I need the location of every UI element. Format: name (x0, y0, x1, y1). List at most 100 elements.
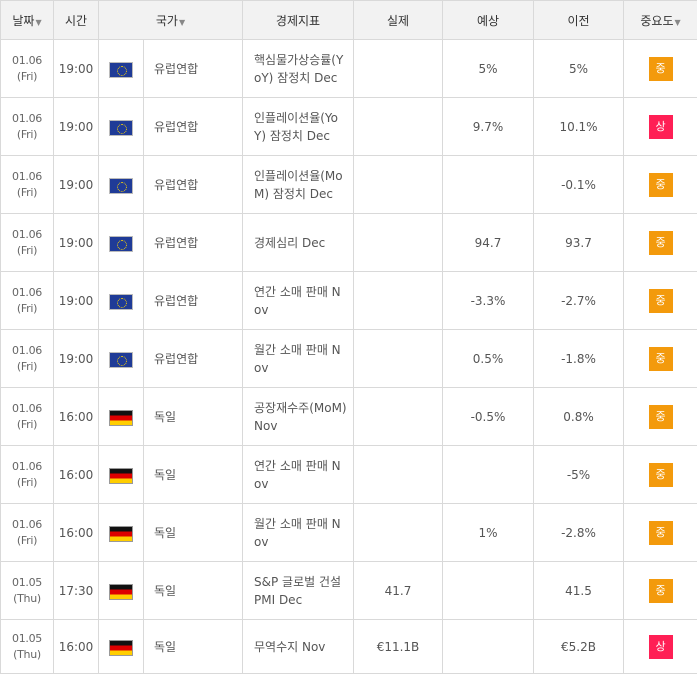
header-time: 시간 (54, 1, 99, 40)
header-actual: 실제 (354, 1, 443, 40)
date-cell: 01.06(Fri) (1, 272, 54, 330)
indicator-cell[interactable]: 핵심물가상승률(YoY) 잠정치 Dec (243, 40, 354, 98)
indicator-cell[interactable]: 월간 소매 판매 Nov (243, 330, 354, 388)
eu-flag-icon (109, 120, 133, 136)
date-text: 01.06 (1, 401, 53, 417)
sort-arrow-icon: ▼ (179, 18, 185, 27)
importance-cell: 중 (624, 330, 697, 388)
previous-cell: €5.2B (534, 620, 624, 674)
header-importance-label: 중요도 (640, 14, 673, 28)
germany-flag-icon (109, 468, 133, 484)
previous-cell: 10.1% (534, 98, 624, 156)
flag-cell (99, 98, 144, 156)
importance-badge: 상 (649, 115, 673, 139)
forecast-cell (443, 620, 534, 674)
table-row: 01.05(Thu) 16:00 독일 무역수지 Nov €11.1B €5.2… (1, 620, 697, 674)
actual-cell (354, 504, 443, 562)
actual-cell (354, 446, 443, 504)
table-row: 01.05(Thu) 17:30 독일 S&P 글로벌 건설 PMI Dec 4… (1, 562, 697, 620)
day-text: (Fri) (1, 69, 53, 85)
indicator-cell[interactable]: 공장재수주(MoM) Nov (243, 388, 354, 446)
flag-cell (99, 504, 144, 562)
time-cell: 19:00 (54, 98, 99, 156)
indicator-cell[interactable]: 월간 소매 판매 Nov (243, 504, 354, 562)
eu-flag-icon (109, 352, 133, 368)
previous-cell: 93.7 (534, 214, 624, 272)
table-row: 01.06(Fri) 19:00 유럽연합 연간 소매 판매 Nov -3.3%… (1, 272, 697, 330)
day-text: (Fri) (1, 417, 53, 433)
time-cell: 16:00 (54, 388, 99, 446)
importance-badge: 상 (649, 635, 673, 659)
importance-cell: 상 (624, 620, 697, 674)
time-cell: 19:00 (54, 330, 99, 388)
header-country[interactable]: 국가▼ (99, 1, 243, 40)
eu-flag-icon (109, 294, 133, 310)
country-cell: 유럽연합 (144, 272, 243, 330)
actual-cell (354, 214, 443, 272)
flag-cell (99, 156, 144, 214)
date-text: 01.06 (1, 459, 53, 475)
day-text: (Fri) (1, 127, 53, 143)
date-text: 01.06 (1, 343, 53, 359)
germany-flag-icon (109, 584, 133, 600)
day-text: (Fri) (1, 475, 53, 491)
actual-cell (354, 388, 443, 446)
country-cell: 독일 (144, 446, 243, 504)
forecast-cell: -3.3% (443, 272, 534, 330)
indicator-cell[interactable]: 연간 소매 판매 Nov (243, 272, 354, 330)
table-row: 01.06(Fri) 19:00 유럽연합 핵심물가상승률(YoY) 잠정치 D… (1, 40, 697, 98)
date-text: 01.06 (1, 285, 53, 301)
table-row: 01.06(Fri) 19:00 유럽연합 경제심리 Dec 94.7 93.7… (1, 214, 697, 272)
date-cell: 01.05(Thu) (1, 620, 54, 674)
flag-cell (99, 214, 144, 272)
header-importance[interactable]: 중요도▼ (624, 1, 697, 40)
previous-cell: -2.7% (534, 272, 624, 330)
indicator-cell[interactable]: S&P 글로벌 건설 PMI Dec (243, 562, 354, 620)
header-time-label: 시간 (65, 14, 87, 28)
flag-cell (99, 40, 144, 98)
indicator-cell[interactable]: 경제심리 Dec (243, 214, 354, 272)
indicator-cell[interactable]: 인플레이션율(MoM) 잠정치 Dec (243, 156, 354, 214)
date-cell: 01.06(Fri) (1, 40, 54, 98)
importance-cell: 중 (624, 156, 697, 214)
actual-cell (354, 156, 443, 214)
importance-badge: 중 (649, 521, 673, 545)
table-body: 01.06(Fri) 19:00 유럽연합 핵심물가상승률(YoY) 잠정치 D… (1, 40, 697, 674)
table-row: 01.06(Fri) 16:00 독일 연간 소매 판매 Nov -5% 중 (1, 446, 697, 504)
importance-badge: 중 (649, 231, 673, 255)
header-previous-label: 이전 (567, 14, 589, 28)
forecast-cell (443, 156, 534, 214)
previous-cell: -1.8% (534, 330, 624, 388)
previous-cell: 0.8% (534, 388, 624, 446)
eu-flag-icon (109, 62, 133, 78)
importance-badge: 중 (649, 173, 673, 197)
time-cell: 16:00 (54, 620, 99, 674)
germany-flag-icon (109, 526, 133, 542)
header-date-label: 날짜 (12, 14, 34, 28)
table-header-row: 날짜▼ 시간 국가▼ 경제지표 실제 예상 이전 중요도▼ (1, 1, 697, 40)
time-cell: 17:30 (54, 562, 99, 620)
previous-cell: -2.8% (534, 504, 624, 562)
table-row: 01.06(Fri) 19:00 유럽연합 월간 소매 판매 Nov 0.5% … (1, 330, 697, 388)
header-date[interactable]: 날짜▼ (1, 1, 54, 40)
day-text: (Fri) (1, 243, 53, 259)
importance-cell: 중 (624, 388, 697, 446)
indicator-cell[interactable]: 연간 소매 판매 Nov (243, 446, 354, 504)
header-indicator: 경제지표 (243, 1, 354, 40)
time-cell: 19:00 (54, 156, 99, 214)
indicator-cell[interactable]: 무역수지 Nov (243, 620, 354, 674)
header-previous: 이전 (534, 1, 624, 40)
flag-cell (99, 272, 144, 330)
eu-flag-icon (109, 236, 133, 252)
sort-arrow-icon: ▼ (35, 18, 41, 27)
table-row: 01.06(Fri) 16:00 독일 공장재수주(MoM) Nov -0.5%… (1, 388, 697, 446)
previous-cell: -0.1% (534, 156, 624, 214)
day-text: (Thu) (1, 647, 53, 663)
actual-cell (354, 98, 443, 156)
indicator-cell[interactable]: 인플레이션율(YoY) 잠정치 Dec (243, 98, 354, 156)
date-text: 01.05 (1, 575, 53, 591)
previous-cell: 5% (534, 40, 624, 98)
importance-badge: 중 (649, 289, 673, 313)
table-row: 01.06(Fri) 19:00 유럽연합 인플레이션율(YoY) 잠정치 De… (1, 98, 697, 156)
actual-cell (354, 330, 443, 388)
